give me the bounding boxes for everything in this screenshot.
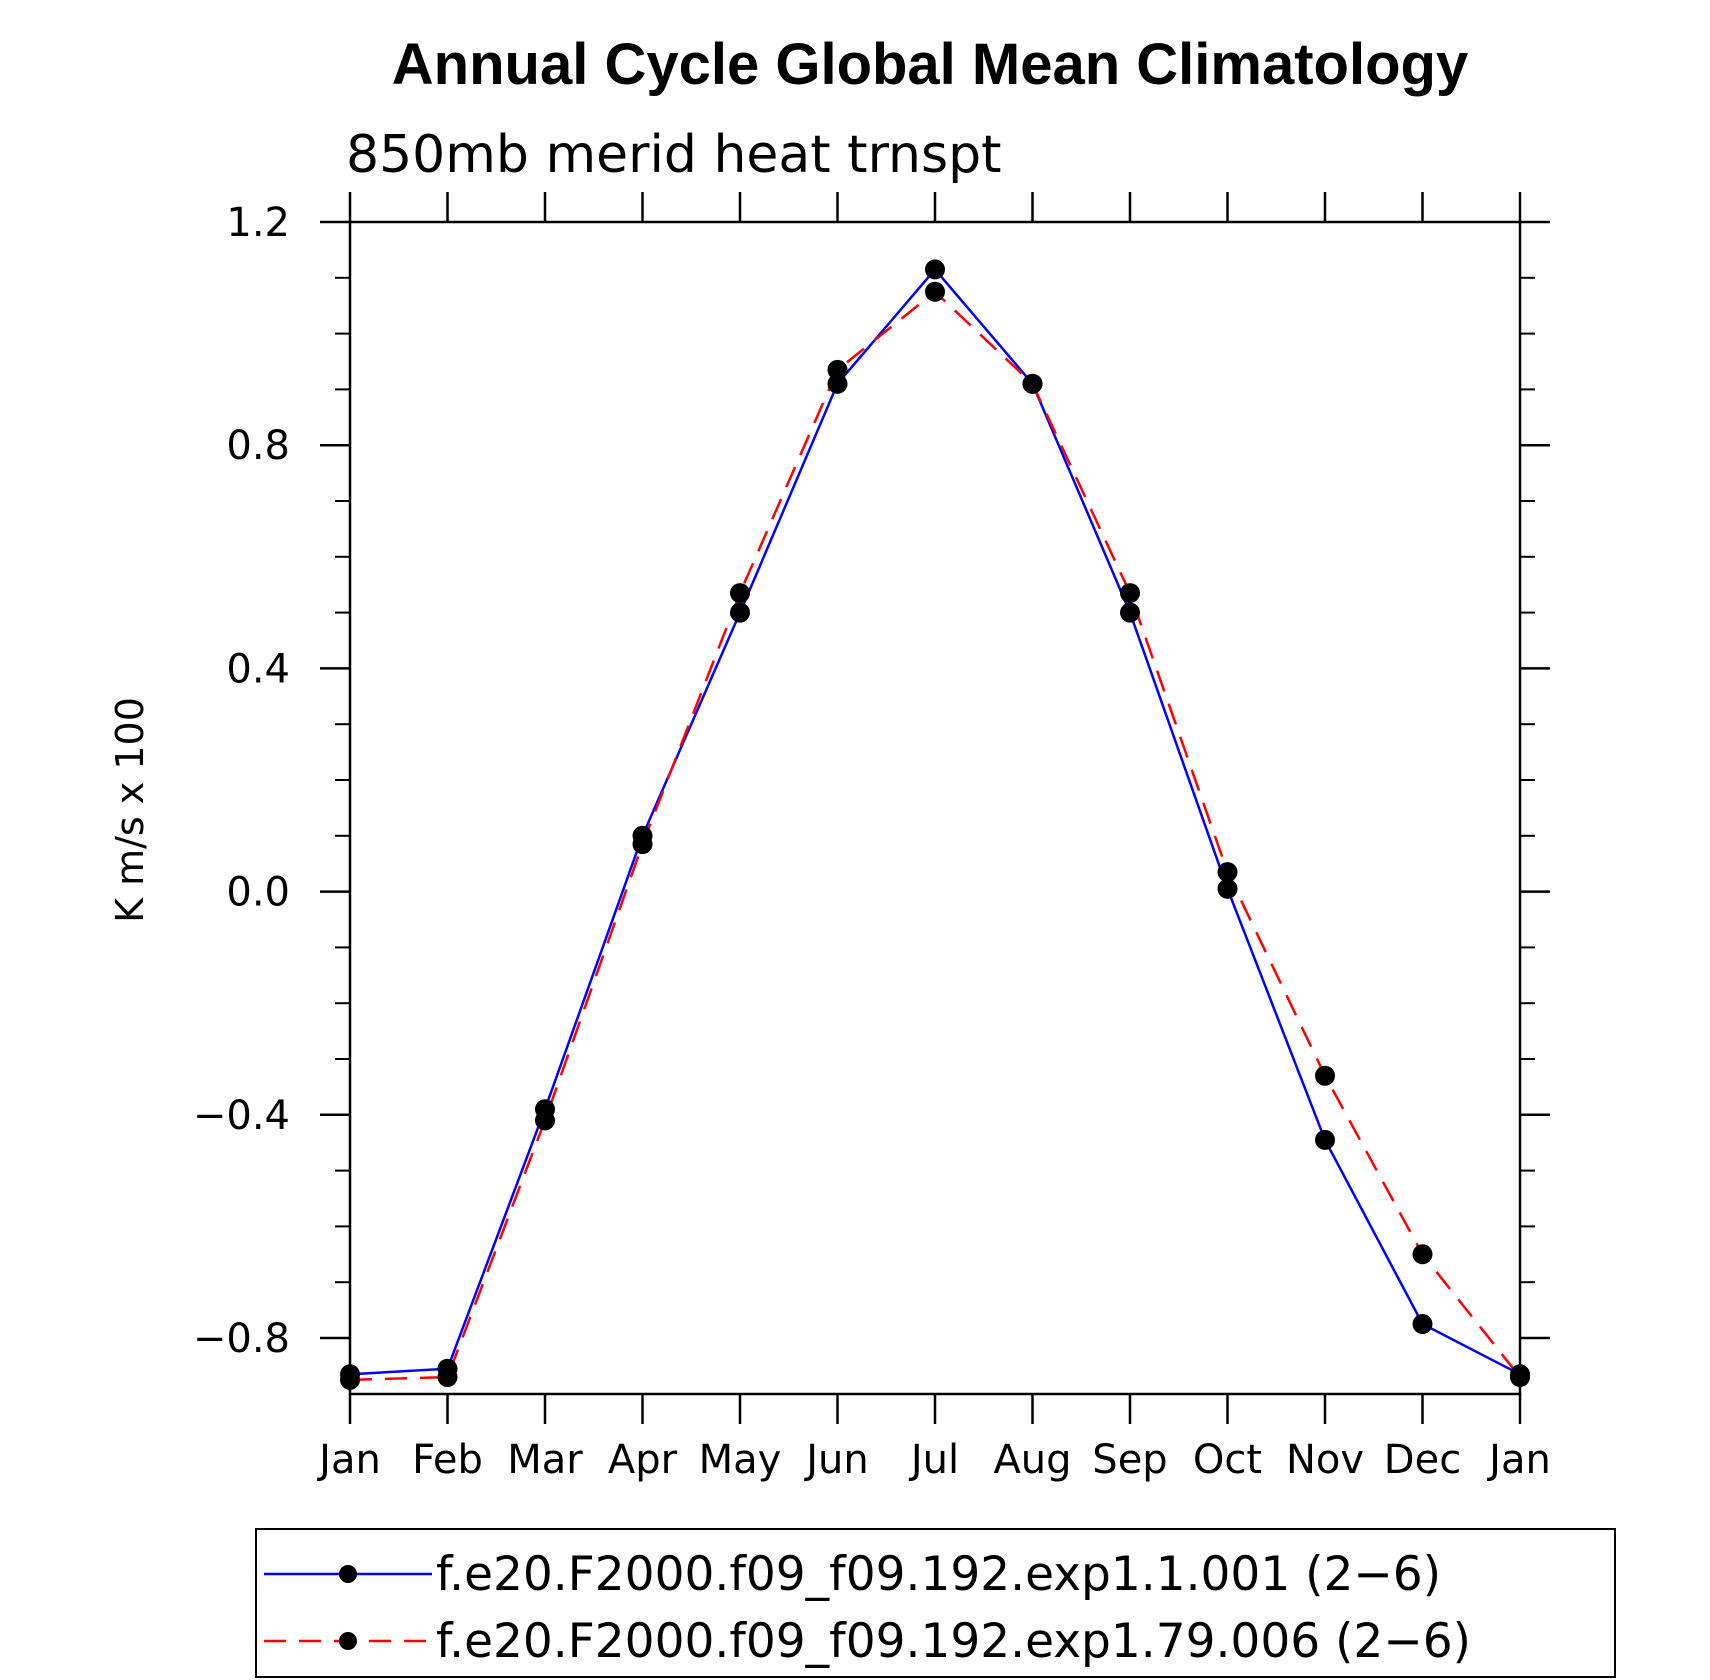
y-tick-labels: 1.2 0.8 0.4 0.0 −0.4 −0.8 bbox=[193, 200, 290, 1362]
data-point-series-2 bbox=[1412, 1244, 1433, 1265]
y-axis-label: K m/s x 100 bbox=[108, 697, 152, 923]
legend-label-series-2: f.e20.F2000.f09_f09.192.exp1.79.006 (2−6… bbox=[436, 1614, 1471, 1669]
series-line-2 bbox=[349, 290, 1521, 1382]
data-point-series-2 bbox=[1120, 583, 1140, 604]
x-tick-label: Jun bbox=[803, 1437, 869, 1483]
legend-box bbox=[255, 1528, 1616, 1678]
data-point-series-2 bbox=[437, 1367, 458, 1388]
plot-frame bbox=[348, 220, 1522, 1396]
axis-ticks bbox=[320, 192, 1550, 1424]
data-point-series-2 bbox=[925, 281, 945, 302]
data-point-series-2 bbox=[1315, 1065, 1335, 1086]
data-point-series-1 bbox=[1412, 1314, 1433, 1335]
data-point-series-2 bbox=[1022, 373, 1043, 394]
x-tick-label: Oct bbox=[1193, 1437, 1262, 1483]
x-tick-label: Feb bbox=[412, 1437, 483, 1483]
series-line-1 bbox=[349, 267, 1521, 1376]
data-point-series-1 bbox=[827, 373, 848, 394]
x-tick-label: Jul bbox=[908, 1437, 959, 1483]
x-tick-label: Apr bbox=[608, 1437, 678, 1483]
y-tick-label: 1.2 bbox=[226, 200, 290, 246]
data-point-series-1 bbox=[730, 602, 750, 623]
data-point-series-2 bbox=[1510, 1367, 1530, 1388]
y-tick-label: 0.0 bbox=[226, 870, 290, 916]
x-tick-label: Sep bbox=[1092, 1437, 1167, 1483]
y-tick-label: −0.4 bbox=[193, 1093, 290, 1139]
data-point-series-1 bbox=[1315, 1129, 1335, 1150]
data-point-series-2 bbox=[535, 1110, 555, 1131]
y-tick-label: 0.4 bbox=[226, 646, 290, 692]
y-tick-label: 0.8 bbox=[226, 423, 290, 469]
x-tick-label: Jan bbox=[1486, 1437, 1551, 1483]
chart-subtitle: 850mb merid heat trnspt bbox=[346, 125, 1001, 185]
x-tick-label: Nov bbox=[1286, 1437, 1364, 1483]
data-point-series-1 bbox=[1120, 602, 1140, 623]
data-point-series-1 bbox=[925, 259, 945, 280]
legend-marker-series-2 bbox=[339, 1632, 357, 1650]
data-point-series-2 bbox=[340, 1369, 360, 1390]
x-tick-labels: Jan Feb Mar Apr May Jun Jul Aug Sep Oct Nov Dec Jan bbox=[316, 1437, 1551, 1483]
series-lines bbox=[349, 267, 1521, 1382]
series-markers bbox=[340, 259, 1530, 1390]
legend-label-series-1: f.e20.F2000.f09_f09.192.exp1.1.001 (2−6) bbox=[436, 1547, 1441, 1602]
legend-marker-series-1 bbox=[339, 1565, 357, 1583]
chart-title: Annual Cycle Global Mean Climatology bbox=[392, 32, 1468, 97]
data-point-series-1 bbox=[1217, 878, 1238, 899]
x-tick-label: May bbox=[699, 1437, 782, 1483]
data-point-series-2 bbox=[730, 583, 750, 604]
x-tick-label: Mar bbox=[507, 1437, 583, 1483]
legend: f.e20.F2000.f09_f09.192.exp1.1.001 (2−6)… bbox=[255, 1528, 1616, 1678]
y-tick-label: −0.8 bbox=[193, 1316, 290, 1362]
data-point-series-2 bbox=[827, 359, 848, 380]
data-point-series-2 bbox=[1217, 862, 1238, 883]
x-tick-label: Aug bbox=[993, 1437, 1071, 1483]
data-point-series-2 bbox=[632, 834, 653, 855]
x-tick-label: Dec bbox=[1384, 1437, 1461, 1483]
x-tick-label: Jan bbox=[316, 1437, 381, 1483]
